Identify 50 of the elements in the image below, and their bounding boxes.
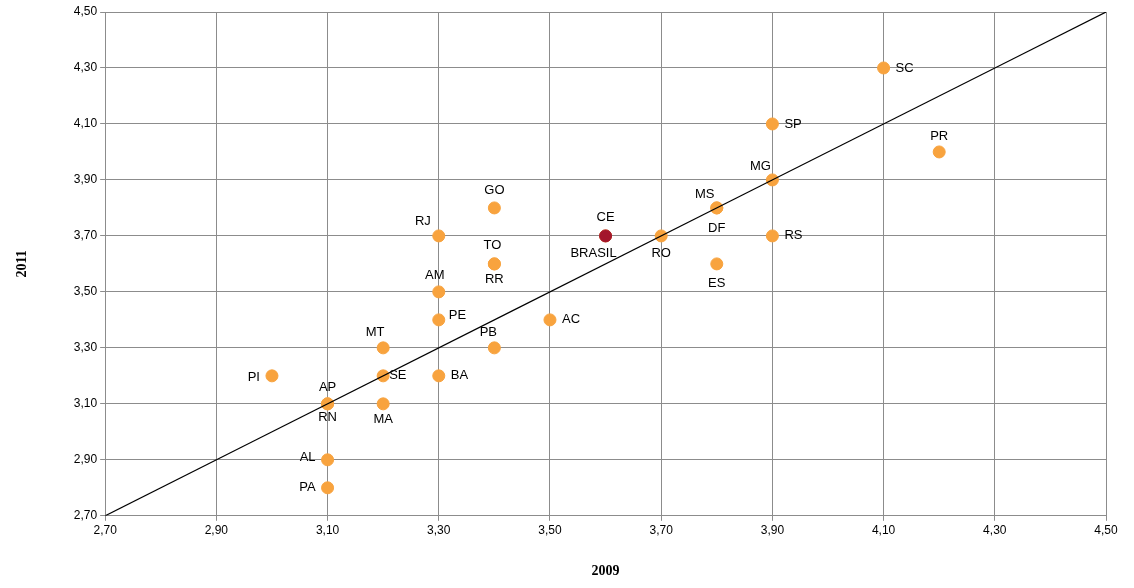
y-axis-title: 2011 [14,250,30,278]
annotation: RS [784,227,803,243]
annotation: GO [484,181,505,197]
x-tick-label: 2,90 [204,523,229,538]
annotation: AP [318,379,337,395]
annotation: PR [930,127,949,143]
annotation: RJ [414,213,431,229]
annotation: SC [895,59,914,75]
y-tick-label: 4,50 [73,4,98,19]
annotation: RR [484,271,504,287]
x-tick-label: 3,90 [760,523,785,538]
annotation: DF [708,219,726,235]
annotation: MG [749,157,771,173]
annotation: ES [708,275,726,291]
annotation: AM [425,267,445,283]
y-tick-label: 3,70 [73,228,98,243]
y-tick-label: 3,50 [73,284,98,299]
annotation: AC [561,311,581,327]
y-tick-label: 2,70 [73,508,98,523]
annotation: SP [784,115,802,131]
y-tick-label: 3,30 [73,340,98,355]
x-tick-label: 3,30 [427,523,451,538]
annotation: MA [373,411,394,427]
x-tick-label: 4,10 [871,523,896,538]
annotation: PE [448,307,467,323]
x-tick-label: 3,70 [649,523,674,538]
annotation: BRASIL [570,245,617,261]
x-tick-label: 4,50 [1094,523,1118,538]
annotation: MT [365,324,385,340]
y-tick-label: 3,10 [73,396,98,411]
annotation: TO [483,237,502,253]
annotation: PA [299,479,316,495]
y-tick-label: 2,90 [73,452,98,467]
annotation: AL [299,449,316,465]
y-tick-label: 4,30 [73,60,98,75]
annotation: PI [247,369,260,385]
x-tick-label: 3,10 [315,523,340,538]
x-tick-label: 4,30 [983,523,1007,538]
x-tick-label: 3,50 [538,523,562,538]
annotation: CE [596,209,615,225]
annotation: RN [318,409,337,425]
y-tick-label: 4,10 [73,116,98,131]
annotation: MS [695,185,715,201]
annotation: PB [479,324,498,340]
x-tick-label: 2,70 [93,523,118,538]
annotation: BA [450,367,469,383]
y-tick-label: 3,90 [73,172,98,187]
annotation: SE [389,367,407,383]
x-axis-title: 2009 [591,563,620,579]
annotation: RO [651,245,671,261]
